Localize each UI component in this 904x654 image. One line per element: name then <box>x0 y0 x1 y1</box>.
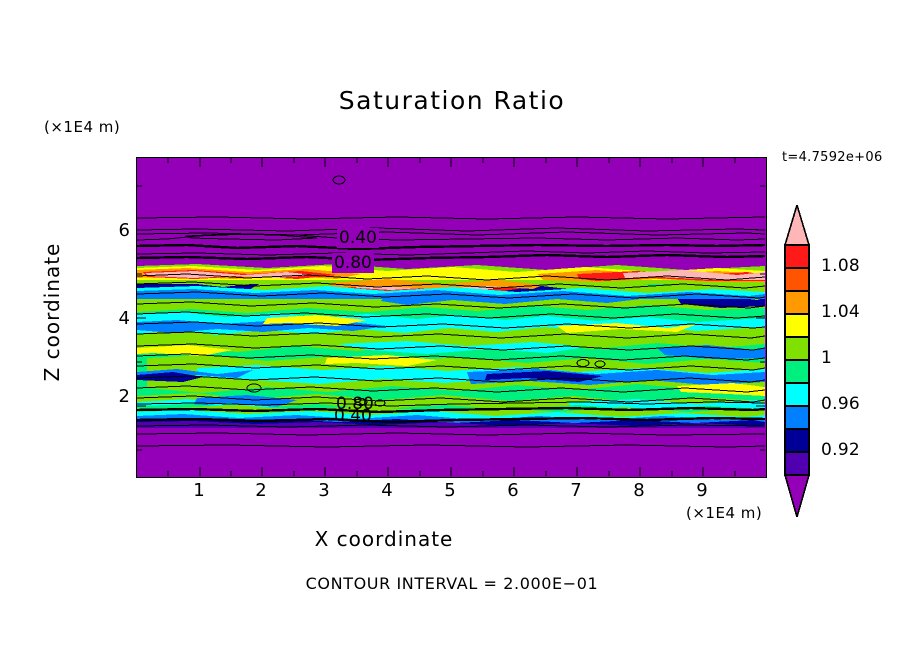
contour-label: 0.80 <box>336 394 374 414</box>
x-tick-label: 9 <box>696 480 708 501</box>
x-tick-label: 6 <box>507 480 519 501</box>
x-tick-label: 1 <box>193 480 205 501</box>
time-annotation: t=4.7592e+06 <box>782 150 883 165</box>
colorbar-top-arrow <box>783 202 811 246</box>
colorbar-tick-label: 1 <box>821 348 833 368</box>
top-ticks <box>167 158 736 167</box>
contour-plot-area[interactable] <box>136 157 767 478</box>
x-tick-label: 5 <box>444 480 456 501</box>
colorbar-tick-label: 0.96 <box>821 394 861 414</box>
contour-field <box>137 158 765 476</box>
y-tick-label: 6 <box>118 220 130 241</box>
contour-label: 0.40 <box>337 228 379 248</box>
page-title: Saturation Ratio <box>338 86 566 115</box>
y-axis-units-label: (×1E4 m) <box>44 118 121 136</box>
bottom-ticks <box>167 467 736 476</box>
x-tick-label: 3 <box>318 480 330 501</box>
right-ticks <box>756 185 765 451</box>
left-ticks <box>137 185 146 451</box>
y-tick-label: 2 <box>118 386 130 407</box>
y-axis-title: Z coordinate <box>40 242 64 382</box>
colorbar-bottom-arrow <box>783 474 811 520</box>
x-tick-label: 8 <box>633 480 645 501</box>
saturation-ratio-colorbar[interactable] <box>783 202 813 521</box>
x-axis-units-label: (×1E4 m) <box>686 504 763 522</box>
colorbar-tick-label: 1.08 <box>821 256 861 276</box>
x-tick-label: 2 <box>255 480 267 501</box>
x-tick-label: 7 <box>570 480 582 501</box>
colorbar-tick-label: 1.04 <box>821 302 861 322</box>
contour-label: 0.40 <box>334 406 372 426</box>
contour-interval-caption: CONTOUR INTERVAL = 2.000E−01 <box>305 574 599 593</box>
x-axis-title: X coordinate <box>314 527 454 551</box>
y-tick-label: 4 <box>118 308 130 329</box>
x-tick-label: 4 <box>381 480 393 501</box>
colorbar-tick-label: 0.92 <box>821 440 861 460</box>
contour-label: 0.80 <box>332 253 374 273</box>
